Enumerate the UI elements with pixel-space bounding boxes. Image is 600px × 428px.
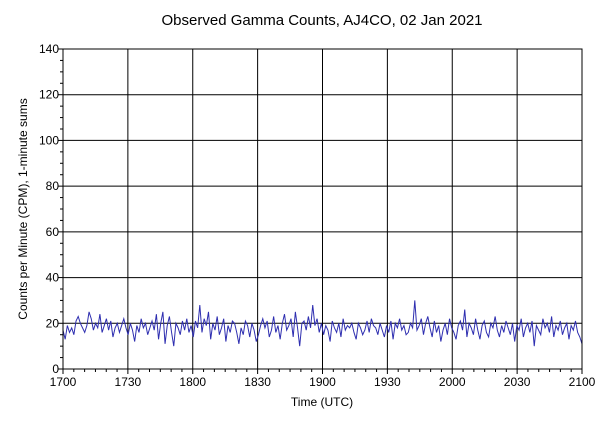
series-line	[62, 300, 583, 347]
plot-area-border	[62, 48, 583, 370]
chart-title: Observed Gamma Counts, AJ4CO, 02 Jan 202…	[162, 12, 483, 29]
y-tick-label: 100	[39, 133, 59, 147]
x-tick-label: 1900	[309, 375, 336, 389]
grid-lines	[63, 49, 582, 369]
y-axis-ticks: 0 20 40 60 80 100 120 140	[39, 42, 63, 376]
x-axis-label: Time (UTC)	[291, 395, 353, 409]
y-axis-label: Counts per Minute (CPM), 1-minute sums	[16, 98, 30, 319]
x-tick-label: 1930	[374, 375, 401, 389]
x-tick-label: 1800	[179, 375, 206, 389]
x-tick-label: 1830	[244, 375, 271, 389]
y-tick-label: 40	[46, 271, 60, 285]
x-tick-label: 2030	[504, 375, 531, 389]
y-tick-label: 0	[52, 362, 59, 376]
x-tick-label: 2000	[439, 375, 466, 389]
x-tick-label: 2100	[569, 375, 596, 389]
y-tick-label: 120	[39, 88, 59, 102]
series-group	[62, 300, 583, 347]
y-tick-label: 20	[46, 316, 60, 330]
y-tick-label: 80	[46, 179, 60, 193]
y-tick-label: 60	[46, 225, 60, 239]
x-axis-ticks: 1700 1730 1800 1830 1900 1930 2000 2030 2100	[50, 369, 596, 389]
x-tick-label: 1730	[115, 375, 142, 389]
y-tick-label: 140	[39, 42, 59, 56]
x-tick-label: 1700	[50, 375, 77, 389]
